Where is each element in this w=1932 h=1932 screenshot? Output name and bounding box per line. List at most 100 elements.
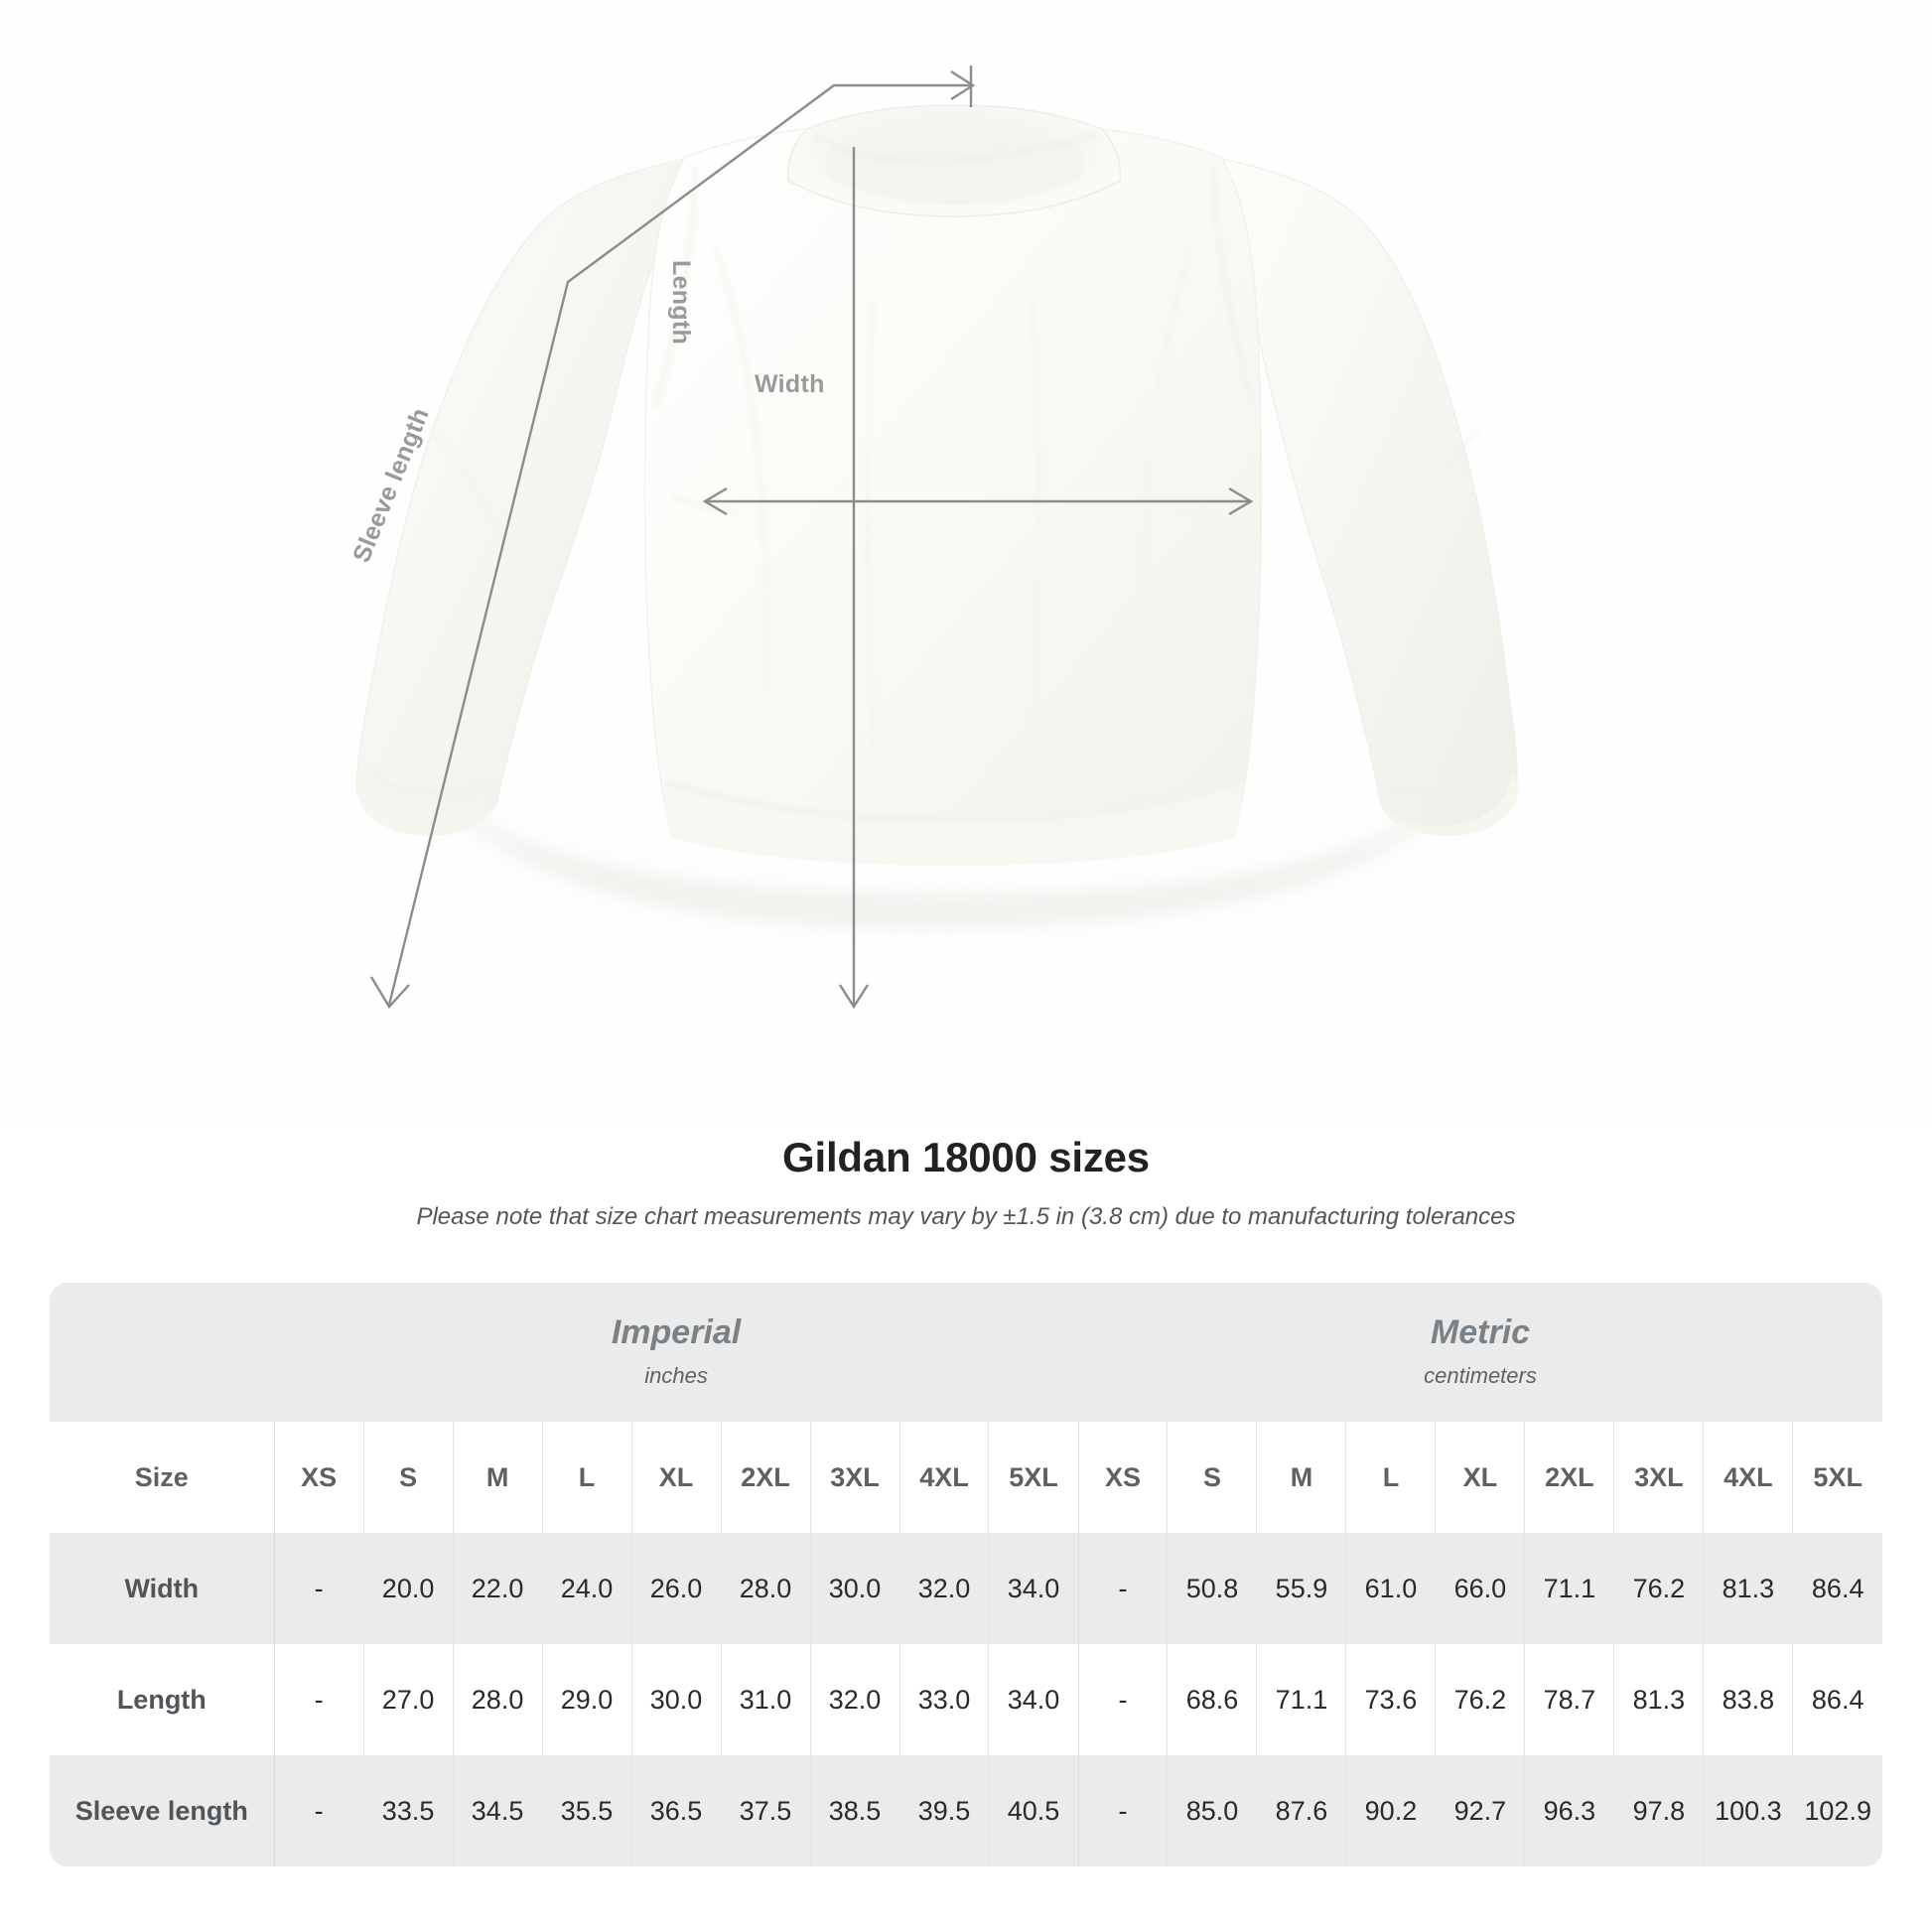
size-table: Imperial inches Metric centimeters Size …: [50, 1283, 1882, 1866]
unit-group-metric-name: Metric: [1430, 1313, 1531, 1352]
cell-sleeve-imperial-4xl: 39.5: [898, 1755, 989, 1866]
cell-length-metric-xs: -: [1077, 1644, 1168, 1755]
header-imperial-m: M: [452, 1422, 543, 1533]
cell-width-imperial-xs: -: [273, 1533, 364, 1644]
cell-sleeve-metric-4xl: 100.3: [1703, 1755, 1793, 1866]
header-imperial-3xl: 3XL: [809, 1422, 899, 1533]
fabric-folds: [425, 247, 1481, 756]
cell-sleeve-metric-s: 85.0: [1167, 1755, 1257, 1866]
header-metric-l: L: [1345, 1422, 1436, 1533]
cell-width-metric-xs: -: [1077, 1533, 1168, 1644]
cell-sleeve-imperial-l: 35.5: [541, 1755, 632, 1866]
unit-group-metric-sub: centimeters: [1424, 1362, 1537, 1388]
cell-width-metric-3xl: 76.2: [1613, 1533, 1704, 1644]
cell-sleeve-imperial-2xl: 37.5: [720, 1755, 811, 1866]
unit-group-imperial: Imperial inches: [274, 1283, 1078, 1422]
header-metric-4xl: 4XL: [1703, 1422, 1793, 1533]
unit-group-imperial-sub: inches: [644, 1362, 708, 1388]
garment-shadow: [427, 784, 1459, 929]
cell-length-imperial-xs: -: [273, 1644, 364, 1755]
header-imperial-4xl: 4XL: [898, 1422, 989, 1533]
cell-width-metric-s: 50.8: [1167, 1533, 1257, 1644]
cell-length-metric-l: 73.6: [1345, 1644, 1436, 1755]
cell-width-imperial-2xl: 28.0: [720, 1533, 811, 1644]
cell-length-imperial-3xl: 32.0: [809, 1644, 899, 1755]
cell-length-metric-3xl: 81.3: [1613, 1644, 1704, 1755]
table-row: Sleeve length - 33.5 34.5 35.5 36.5 37.5…: [50, 1755, 1882, 1866]
cell-length-metric-4xl: 83.8: [1703, 1644, 1793, 1755]
row-label-width: Width: [50, 1533, 275, 1644]
cell-width-imperial-l: 24.0: [541, 1533, 632, 1644]
cell-width-metric-2xl: 71.1: [1524, 1533, 1614, 1644]
cell-sleeve-imperial-xl: 36.5: [630, 1755, 722, 1866]
waistband: [663, 780, 1243, 866]
cell-sleeve-metric-3xl: 97.8: [1613, 1755, 1704, 1866]
header-metric-2xl: 2XL: [1524, 1422, 1614, 1533]
right-sleeve: [1220, 158, 1518, 833]
cell-length-metric-s: 68.6: [1167, 1644, 1257, 1755]
cell-sleeve-imperial-s: 33.5: [362, 1755, 454, 1866]
header-imperial-5xl: 5XL: [988, 1422, 1078, 1533]
chart-heading: Gildan 18000 sizes Please note that size…: [0, 1134, 1932, 1231]
cell-length-imperial-l: 29.0: [541, 1644, 632, 1755]
cell-length-metric-m: 71.1: [1256, 1644, 1346, 1755]
cell-sleeve-metric-l: 90.2: [1345, 1755, 1436, 1866]
cell-length-imperial-s: 27.0: [362, 1644, 454, 1755]
header-imperial-s: S: [362, 1422, 454, 1533]
table-row: Length - 27.0 28.0 29.0 30.0 31.0 32.0 3…: [50, 1644, 1882, 1755]
cell-width-metric-l: 61.0: [1345, 1533, 1436, 1644]
cell-length-metric-2xl: 78.7: [1524, 1644, 1614, 1755]
right-cuff: [1378, 770, 1519, 836]
row-label-sleeve-length: Sleeve length: [50, 1755, 275, 1866]
cell-sleeve-metric-xl: 92.7: [1435, 1755, 1525, 1866]
header-imperial-xl: XL: [630, 1422, 722, 1533]
garment-measurement-diagram: Length Width Sleeve length: [347, 66, 1519, 1010]
header-metric-m: M: [1256, 1422, 1346, 1533]
cell-sleeve-imperial-3xl: 38.5: [809, 1755, 899, 1866]
cell-length-imperial-2xl: 31.0: [720, 1644, 811, 1755]
cell-length-metric-5xl: 86.4: [1792, 1644, 1882, 1755]
cell-length-imperial-4xl: 33.0: [898, 1644, 989, 1755]
header-metric-xl: XL: [1435, 1422, 1525, 1533]
header-metric-xs: XS: [1077, 1422, 1168, 1533]
sleeve-line: [387, 83, 971, 1006]
header-size-label: Size: [50, 1422, 275, 1533]
collar-inner: [825, 125, 1083, 205]
size-header-row: Size XS S M L XL 2XL 3XL 4XL 5XL XS S M …: [50, 1422, 1882, 1533]
tolerance-note: Please note that size chart measurements…: [416, 1203, 1516, 1230]
cell-length-metric-xl: 76.2: [1435, 1644, 1525, 1755]
cell-sleeve-imperial-xs: -: [273, 1755, 364, 1866]
cell-width-metric-4xl: 81.3: [1703, 1533, 1793, 1644]
cell-width-imperial-4xl: 32.0: [898, 1533, 989, 1644]
measurement-lines: [387, 83, 1249, 1006]
cell-width-metric-5xl: 86.4: [1792, 1533, 1882, 1644]
left-sleeve: [355, 158, 686, 831]
left-cuff: [355, 770, 500, 836]
cell-sleeve-metric-m: 87.6: [1256, 1755, 1346, 1866]
header-imperial-l: L: [541, 1422, 632, 1533]
cell-width-imperial-s: 20.0: [362, 1533, 454, 1644]
header-metric-3xl: 3XL: [1613, 1422, 1704, 1533]
unit-group-imperial-name: Imperial: [611, 1313, 742, 1352]
cell-width-imperial-xl: 26.0: [630, 1533, 722, 1644]
cell-length-imperial-m: 28.0: [452, 1644, 543, 1755]
cell-sleeve-metric-5xl: 102.9: [1792, 1755, 1882, 1866]
length-dimension-label: Length: [667, 260, 695, 345]
cell-sleeve-imperial-5xl: 40.5: [988, 1755, 1078, 1866]
page-title: Gildan 18000 sizes: [782, 1134, 1150, 1180]
row-label-length: Length: [50, 1644, 275, 1755]
sweatshirt-illustration: [355, 66, 1519, 1010]
cell-length-imperial-5xl: 34.0: [988, 1644, 1078, 1755]
cell-width-imperial-m: 22.0: [452, 1533, 543, 1644]
cell-width-imperial-5xl: 34.0: [988, 1533, 1078, 1644]
cell-length-imperial-xl: 30.0: [630, 1644, 722, 1755]
unit-banner-spacer: [50, 1283, 275, 1422]
measurement-arrowheads: [369, 66, 1254, 1010]
cell-width-metric-xl: 66.0: [1435, 1533, 1525, 1644]
width-dimension-label: Width: [755, 370, 825, 398]
table-row: Width - 20.0 22.0 24.0 26.0 28.0 30.0 32…: [50, 1533, 1882, 1644]
cell-sleeve-metric-2xl: 96.3: [1524, 1755, 1614, 1866]
unit-group-metric: Metric centimeters: [1078, 1283, 1882, 1422]
cell-sleeve-imperial-m: 34.5: [452, 1755, 543, 1866]
